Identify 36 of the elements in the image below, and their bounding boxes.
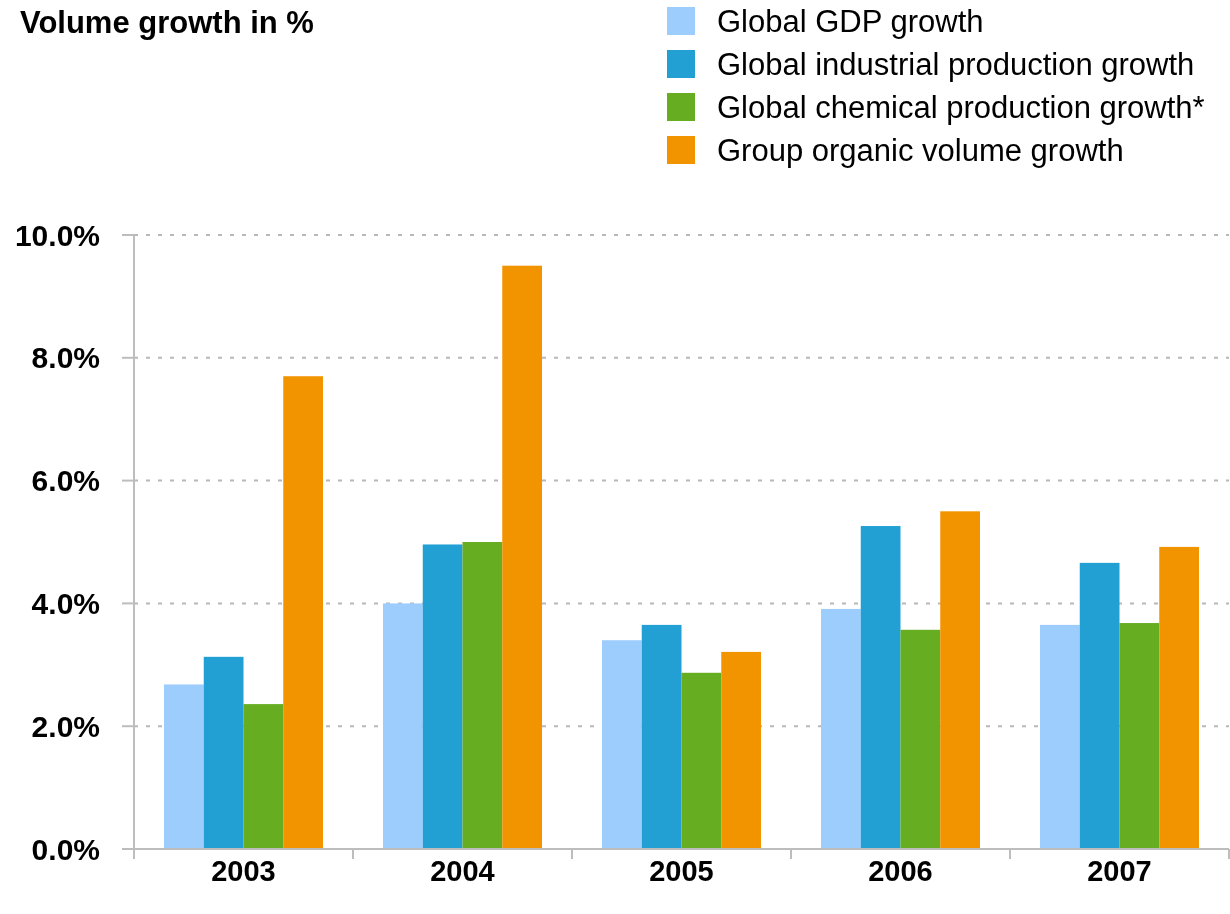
bar: [641, 624, 682, 849]
legend-label: Group organic volume growth: [717, 132, 1124, 168]
bar: [1079, 562, 1120, 849]
bar: [1040, 624, 1080, 849]
bar: [462, 542, 503, 849]
y-tick-label: 8.0%: [31, 341, 100, 375]
legend-label: Global industrial production growth: [717, 46, 1195, 82]
bar: [203, 656, 244, 849]
chart-title: Volume growth in %: [20, 5, 314, 40]
legend-label: Global GDP growth: [717, 3, 984, 39]
bar: [243, 704, 284, 849]
bar: [422, 544, 463, 849]
y-tick-label: 4.0%: [31, 586, 100, 620]
bar: [383, 603, 423, 849]
bar: [681, 672, 722, 849]
x-tick-label: 2003: [211, 855, 276, 888]
x-tick-label: 2005: [649, 855, 714, 888]
y-tick-label: 10.0%: [14, 218, 100, 252]
y-tick-label: 0.0%: [31, 832, 100, 866]
bar: [721, 651, 761, 849]
y-tick-label: 6.0%: [31, 464, 100, 498]
bar: [1159, 546, 1199, 849]
bar: [1119, 623, 1160, 849]
bar: [940, 511, 980, 849]
bar: [602, 640, 642, 849]
x-tick-label: 2004: [430, 855, 495, 888]
bar: [283, 376, 323, 849]
bar: [860, 526, 901, 849]
bar: [821, 608, 861, 849]
y-tick-label: 2.0%: [31, 709, 100, 743]
bar: [900, 629, 941, 849]
bar: [502, 265, 542, 849]
bar: [164, 684, 204, 849]
x-tick-label: 2007: [1087, 855, 1152, 888]
x-tick-label: 2006: [868, 855, 933, 888]
legend-label: Global chemical production growth*: [717, 89, 1205, 125]
